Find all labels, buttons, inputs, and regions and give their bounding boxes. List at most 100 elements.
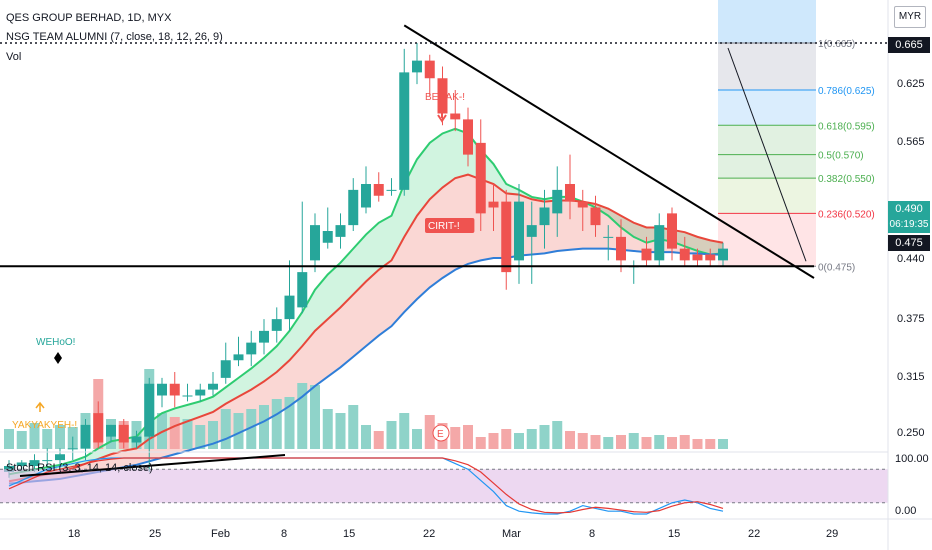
time-tick: 29 <box>826 528 839 540</box>
volume-legend[interactable]: Vol <box>6 51 22 63</box>
volume-bar <box>565 431 575 449</box>
stoch-band <box>0 469 888 503</box>
time-tick: 15 <box>668 528 681 540</box>
volume-bars <box>4 369 728 449</box>
time-tick: 25 <box>149 528 162 540</box>
candle-body <box>679 248 690 261</box>
time-tick: 8 <box>281 528 288 540</box>
mid-ma-line <box>8 173 724 483</box>
candle-body <box>16 462 27 466</box>
volume-bar <box>373 431 384 449</box>
volume-bar <box>526 429 537 449</box>
volume-bar <box>399 413 410 449</box>
time-tick: Mar <box>502 528 521 540</box>
candle-body <box>220 360 231 378</box>
candle-body <box>552 189 563 214</box>
volume-bar <box>628 433 639 449</box>
fib-zone <box>718 43 816 90</box>
candle-body <box>386 189 397 191</box>
fib-level-label: 0.5(0.570) <box>818 151 864 162</box>
candle-body <box>501 201 512 273</box>
candle-body <box>399 72 410 190</box>
volume-bar <box>616 435 626 449</box>
volume-bar <box>233 413 244 449</box>
volume-bar <box>641 437 652 449</box>
fib-level-label: 0.236(0.520) <box>818 209 875 220</box>
candle-body <box>284 295 295 320</box>
fib-level-label: 0.618(0.595) <box>818 121 875 132</box>
candle-body <box>144 383 155 437</box>
fib-zone <box>718 0 816 43</box>
volume-bar <box>297 383 308 449</box>
volume-bar <box>310 385 320 449</box>
candle-body <box>157 383 167 396</box>
volume-bar <box>208 421 218 449</box>
yakyakyeh-signal-label: YAKYAKYEH-! <box>12 420 77 431</box>
candle-body <box>361 184 371 208</box>
fib-level-label: 1(0.665) <box>818 39 855 50</box>
volume-bar <box>169 417 180 449</box>
volume-bar <box>55 425 65 449</box>
last-price-tag: 0.490 <box>888 201 930 217</box>
fib-zone <box>718 90 816 126</box>
volume-bar <box>246 409 257 449</box>
diamond-icon <box>54 352 62 364</box>
fib-trend-line <box>727 47 807 262</box>
fib-zone <box>718 213 816 267</box>
candle-body <box>335 225 346 237</box>
stoch-trendline <box>19 454 286 477</box>
fibonacci-retracement: 1(0.665) 0.786(0.625) 0.618(0.595) 0.5(0.57… <box>718 0 875 273</box>
price-tick: 0.625 <box>897 78 925 90</box>
time-tick: 22 <box>748 528 761 540</box>
volume-bar <box>29 423 40 449</box>
volume-bar <box>4 429 14 449</box>
mid-slow-cloud <box>9 174 723 484</box>
indicator-legend[interactable]: NSG TEAM ALUMNI (7, close, 18, 12, 26, 9… <box>6 31 223 43</box>
candle-body <box>118 424 129 443</box>
volume-bar <box>692 439 703 449</box>
volume-bar <box>463 425 473 449</box>
volume-bar <box>577 433 588 449</box>
candle-body <box>297 272 308 308</box>
earnings-marker-label: E <box>437 429 444 440</box>
signal-annotations: BERAK-! CIRIT-! WEHoO! YAKYAKYEH-! E <box>12 92 475 442</box>
volume-bar <box>195 425 206 449</box>
candle-body <box>526 225 537 237</box>
support-price-tag: 0.475 <box>888 235 930 251</box>
volume-bar <box>501 429 512 449</box>
cirit-signal-label: CIRIT-! <box>428 221 460 232</box>
candle-body <box>667 213 677 249</box>
time-tick: 18 <box>68 528 81 540</box>
candle-body <box>641 248 652 261</box>
candle-body <box>616 236 626 261</box>
volume-bar <box>348 405 359 449</box>
price-tick: 0.440 <box>897 253 925 265</box>
time-tick: 8 <box>589 528 596 540</box>
volume-bar <box>412 429 422 449</box>
time-tick: 15 <box>343 528 356 540</box>
volume-bar <box>361 425 371 449</box>
candle-body <box>437 78 448 114</box>
price-tick: 0.315 <box>897 371 925 383</box>
candle-body <box>80 424 91 449</box>
chart-title: QES GROUP BERHAD, 1D, MYX <box>6 12 172 24</box>
trendline-drawings[interactable] <box>0 24 888 279</box>
candle-body <box>131 436 142 443</box>
candle-body <box>233 354 244 361</box>
volume-bar <box>488 433 499 449</box>
volume-bar <box>552 421 563 449</box>
candle-body <box>463 119 473 155</box>
stoch-legend[interactable]: Stoch RSI (3, 3, 14, 14, close) <box>6 462 153 474</box>
currency-badge[interactable]: MYR <box>894 6 926 28</box>
fib-level-label: 0.786(0.625) <box>818 86 875 97</box>
candle-body <box>322 231 333 243</box>
candle-body <box>29 460 40 466</box>
candle-body <box>450 113 461 120</box>
wehoo-signal-label: WEHoO! <box>36 337 75 348</box>
volume-bar <box>718 439 728 449</box>
volume-bar <box>42 429 53 449</box>
volume-bar <box>514 433 524 449</box>
time-tick: Feb <box>211 528 230 540</box>
